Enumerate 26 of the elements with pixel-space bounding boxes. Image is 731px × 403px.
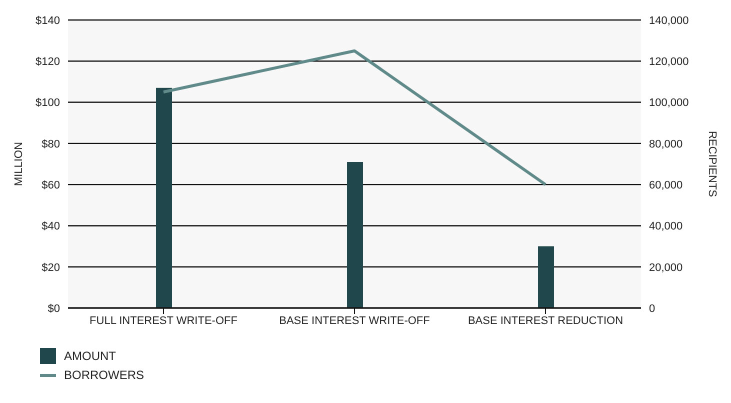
y-tick-label: $40 — [42, 220, 60, 233]
y2-tick-label: 100,000 — [649, 97, 689, 110]
y2-tick-label: 40,000 — [649, 220, 683, 233]
legend-label: AMOUNT — [64, 349, 116, 363]
bar — [538, 246, 554, 308]
bar — [156, 88, 172, 308]
y2-tick-label: 140,000 — [649, 14, 689, 27]
y-axis-title: MILLION — [12, 142, 25, 186]
y2-tick-label: 60,000 — [649, 179, 683, 192]
legend-label: BORROWERS — [64, 368, 144, 382]
bar — [347, 162, 363, 308]
y-tick-label: $0 — [48, 302, 60, 315]
y2-tick-label: 80,000 — [649, 138, 683, 150]
y-tick-label: $120 — [36, 56, 60, 68]
y-tick-label: $100 — [36, 97, 60, 110]
y2-tick-label: 20,000 — [649, 262, 683, 274]
x-tick-label: BASE INTEREST REDUCTION — [468, 314, 624, 327]
y-tick-label: $60 — [42, 179, 60, 192]
x-tick-label: BASE INTEREST WRITE-OFF — [279, 314, 430, 327]
y-tick-label: $80 — [42, 138, 60, 150]
y-tick-label: $140 — [36, 14, 60, 27]
y2-tick-label: 120,000 — [649, 56, 689, 68]
y2-tick-label: 0 — [649, 302, 656, 315]
y-tick-label: $20 — [42, 262, 60, 274]
x-tick-label: FULL INTEREST WRITE-OFF — [90, 314, 238, 327]
y2-axis-title: RECIPIENTS — [706, 130, 718, 198]
